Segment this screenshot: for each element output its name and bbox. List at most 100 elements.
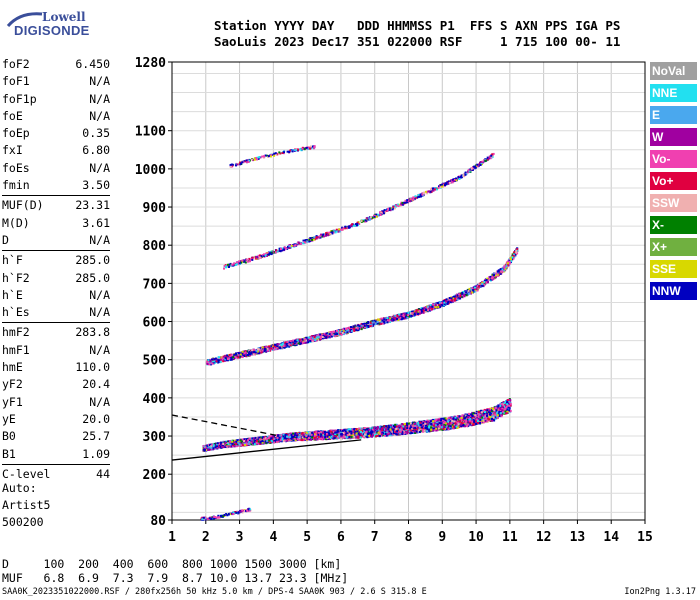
parameter-value: N/A	[89, 232, 110, 247]
parameter-row-foes: foEs N/A	[2, 160, 110, 177]
echo-point	[450, 421, 453, 424]
echo-point	[281, 438, 284, 441]
echo-point	[500, 403, 503, 406]
y-tick-label: 200	[143, 468, 167, 483]
lowell-digisonde-logo: Lowell DIGISONDE	[6, 10, 89, 42]
echo-point	[292, 435, 294, 438]
echo-point	[417, 426, 420, 429]
parameter-row-fmin: fmin 3.50	[2, 177, 110, 194]
echo-point	[491, 419, 493, 422]
echo-point	[325, 432, 328, 435]
parameter-name: h`E	[2, 287, 23, 302]
parameter-group-separator	[2, 463, 110, 465]
echo-trace	[202, 398, 512, 452]
parameter-value: N/A	[89, 108, 110, 123]
echo-point	[451, 419, 454, 422]
muf-distance-table: D 100 200 400 600 800 1000 1500 3000 [km…	[2, 557, 348, 585]
echo-point	[395, 425, 398, 428]
echo-point	[484, 411, 486, 413]
echo-point	[472, 412, 475, 415]
y-tick-label: 900	[143, 201, 167, 216]
parameter-value: N/A	[89, 305, 110, 320]
echo-point	[477, 413, 480, 416]
logo-swoosh-icon	[6, 12, 43, 28]
parameter-row-yf1: yF1 N/A	[2, 394, 110, 411]
parameter-name: B0	[2, 429, 16, 444]
echo-point	[402, 425, 405, 428]
y-tick-label: 700	[143, 277, 167, 292]
parameter-value: N/A	[89, 287, 110, 302]
echo-point	[270, 437, 273, 440]
y-tick-label: 300	[143, 430, 167, 445]
parameter-name: yF2	[2, 377, 23, 392]
echo-point	[444, 422, 447, 425]
parameter-value: 20.0	[82, 411, 110, 426]
echo-point	[301, 436, 304, 439]
echo-point	[406, 422, 408, 425]
echo-point	[452, 425, 455, 428]
x-tick-label: 4	[269, 530, 277, 545]
echo-point	[509, 399, 512, 402]
echo-point	[476, 420, 479, 422]
parameter-group-separator	[2, 250, 110, 252]
parameter-name: foE	[2, 108, 23, 123]
parameter-row-hmf2: hmF2 283.8	[2, 324, 110, 341]
echo-point	[509, 402, 512, 405]
y-tick-label: 800	[143, 239, 167, 254]
echo-point	[387, 428, 390, 431]
echo-point	[472, 422, 475, 425]
x-tick-label: 14	[603, 530, 619, 545]
legend-item-vo-: Vo-	[650, 150, 697, 168]
echo-point	[493, 419, 496, 422]
parameter-row-hmf1: hmF1 N/A	[2, 342, 110, 359]
parameter-value: N/A	[89, 342, 110, 357]
echo-point	[437, 427, 440, 430]
parameter-name: foEp	[2, 126, 30, 141]
parameter-row-mufd: MUF(D) 23.31	[2, 197, 110, 214]
parameter-value: N/A	[89, 74, 110, 89]
parameter-row-md: M(D) 3.61	[2, 215, 110, 232]
echo-point	[349, 428, 352, 431]
parameter-name: foEs	[2, 160, 30, 175]
echo-point	[475, 423, 478, 425]
parameter-row-foe: foE N/A	[2, 108, 110, 125]
echo-point	[466, 425, 469, 427]
echo-point	[442, 417, 445, 420]
parameter-group-separator	[2, 322, 110, 324]
echo-point	[229, 443, 232, 446]
x-tick-label: 1	[168, 530, 176, 545]
parameter-row-b0: B0 25.7	[2, 428, 110, 445]
echo-point	[491, 417, 493, 420]
echo-point	[504, 410, 507, 413]
parameter-row-hf: h`F 285.0	[2, 252, 110, 269]
parameter-row-he: h`E N/A	[2, 287, 110, 304]
parameter-value: 283.8	[75, 325, 110, 340]
x-tick-label: 13	[570, 530, 586, 545]
legend-item-e: E	[650, 106, 697, 124]
parameter-row-hf2: h`F2 285.0	[2, 270, 110, 287]
echo-point	[371, 431, 374, 434]
parameter-name: hmE	[2, 360, 23, 375]
auto-artist-version: Artist5	[2, 498, 51, 512]
echo-point	[392, 428, 395, 431]
echo-point	[302, 433, 305, 436]
parameter-row-d: D N/A	[2, 232, 110, 249]
echo-point	[303, 435, 306, 438]
echo-point	[406, 424, 409, 427]
echo-point	[506, 399, 509, 402]
echo-point	[290, 437, 293, 440]
echo-point	[469, 419, 472, 422]
parameter-name: foF2	[2, 57, 30, 71]
echo-point	[428, 425, 431, 428]
ionospheric-parameters-panel: foF2 6.450 foF1 N/A foF1p N/A foE N/A foEp 0.35 fx…	[2, 56, 110, 483]
echo-point	[497, 408, 500, 411]
echo-point	[323, 431, 326, 433]
echo-point	[454, 422, 457, 425]
logo-text-lowell: Lowell	[42, 10, 86, 24]
direction-legend: NoVal NNE E W Vo- Vo+ SSW X- X+ SSE NNW	[650, 62, 697, 304]
echo-point	[470, 413, 472, 416]
echo-point	[401, 433, 404, 436]
echo-point	[282, 435, 285, 438]
muf-row: MUF 6.8 6.9 7.3 7.9 8.7 10.0 13.7 23.3 […	[2, 571, 349, 585]
